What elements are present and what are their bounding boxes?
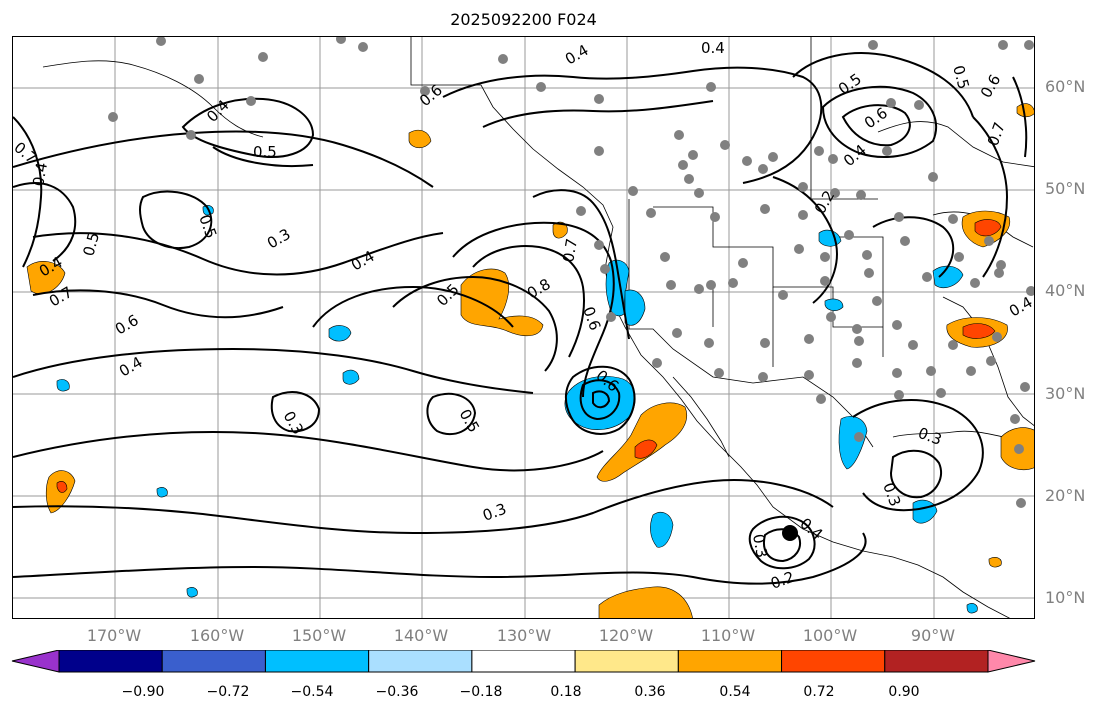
colorbar-tick-label: 0.90 — [888, 684, 920, 700]
lat-label-30: 30°N — [1045, 384, 1086, 403]
svg-text:0.4: 0.4 — [796, 514, 826, 543]
colorbar-segment — [884, 650, 989, 673]
svg-text:0.6: 0.6 — [579, 304, 604, 333]
colorbar-tick-label: −0.36 — [375, 684, 419, 700]
colorbar-tick-label: −0.54 — [290, 684, 334, 700]
lon-label-100w: 100°W — [802, 626, 858, 645]
svg-text:0.5: 0.5 — [253, 143, 277, 161]
storm-marker — [782, 525, 798, 541]
svg-text:0.5: 0.5 — [835, 70, 865, 98]
svg-text:0.3: 0.3 — [916, 424, 945, 449]
lon-label-90w: 90°W — [910, 626, 956, 645]
colorbar-tick-label: −0.18 — [459, 684, 503, 700]
svg-text:0.5: 0.5 — [79, 230, 103, 258]
lon-label-170w: 170°W — [86, 626, 142, 645]
svg-text:0.4: 0.4 — [701, 39, 725, 57]
lon-label-110w: 110°W — [700, 626, 756, 645]
colorbar-tick-label: 0.36 — [634, 684, 666, 700]
svg-text:0.4: 0.4 — [348, 247, 378, 275]
svg-text:0.4: 0.4 — [203, 96, 233, 126]
svg-text:0.2: 0.2 — [768, 568, 797, 593]
colorbar-tick-label: −0.72 — [206, 684, 250, 700]
station-dots — [108, 37, 1034, 508]
svg-text:0.4: 0.4 — [116, 353, 146, 381]
svg-text:0.4: 0.4 — [29, 161, 51, 188]
colorbar-segment — [264, 650, 370, 673]
lat-label-20: 20°N — [1045, 486, 1086, 505]
lon-label-120w: 120°W — [598, 626, 654, 645]
lat-label-60: 60°N — [1045, 77, 1086, 96]
svg-text:0.4: 0.4 — [1006, 293, 1035, 321]
colorbar-segment — [781, 650, 886, 673]
svg-text:0.5: 0.5 — [456, 406, 484, 436]
map-panel[interactable]: 0.4 0.4 0.6 0.4 0.5 0.5 0.6 0.5 0.6 0.7 … — [12, 36, 1035, 619]
svg-text:0.5: 0.5 — [195, 212, 220, 241]
colorbar-extend-min — [11, 650, 60, 673]
svg-text:0.5: 0.5 — [433, 280, 463, 310]
svg-text:0.3: 0.3 — [280, 408, 308, 438]
svg-text:0.3: 0.3 — [749, 533, 771, 560]
colorbar-segment — [368, 650, 473, 673]
colorbar-segment — [58, 650, 163, 673]
lon-label-150w: 150°W — [291, 626, 347, 645]
colorbar-tick-label: −0.90 — [121, 684, 165, 700]
map-canvas: 0.4 0.4 0.6 0.4 0.5 0.5 0.6 0.5 0.6 0.7 … — [13, 37, 1035, 618]
colorbar-extend-max — [987, 650, 1036, 673]
lon-label-160w: 160°W — [189, 626, 245, 645]
colorbar-tick-label: 0.54 — [719, 684, 751, 700]
svg-text:0.3: 0.3 — [480, 500, 509, 525]
lat-label-40: 40°N — [1045, 281, 1086, 300]
svg-text:0.6: 0.6 — [977, 71, 1005, 101]
svg-text:0.3: 0.3 — [879, 480, 904, 509]
lon-label-140w: 140°W — [393, 626, 449, 645]
colorbar-segment — [574, 650, 679, 673]
lat-label-10: 10°N — [1045, 588, 1086, 607]
svg-text:0.4: 0.4 — [562, 41, 592, 69]
shaded-anomalies — [26, 103, 1034, 618]
colorbar-segment — [677, 650, 783, 673]
colorbar-tick-label: 0.72 — [803, 684, 835, 700]
svg-text:0.3: 0.3 — [264, 225, 294, 253]
svg-text:0.7: 0.7 — [984, 120, 1009, 149]
colorbar — [11, 650, 1036, 673]
svg-text:0.5: 0.5 — [949, 63, 973, 91]
lon-label-130w: 130°W — [496, 626, 552, 645]
contours — [13, 52, 1028, 585]
graticule — [13, 37, 1034, 618]
colorbar-segment — [471, 650, 576, 673]
svg-text:0.8: 0.8 — [524, 275, 554, 303]
svg-text:0.6: 0.6 — [861, 104, 891, 132]
lat-label-50: 50°N — [1045, 179, 1086, 198]
map-title: 2025092200 F024 — [450, 10, 597, 29]
svg-text:0.6: 0.6 — [112, 311, 142, 339]
colorbar-segment — [161, 650, 266, 673]
svg-text:0.7: 0.7 — [559, 237, 581, 264]
colorbar-tick-label: 0.18 — [550, 684, 582, 700]
